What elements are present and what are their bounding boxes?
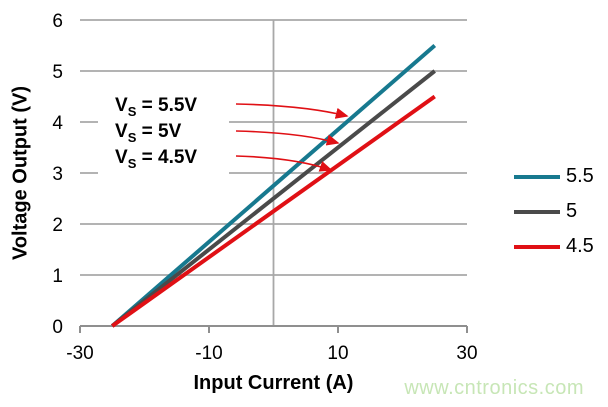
legend-item: 4.5: [514, 235, 594, 258]
legend-item: 5.5: [514, 165, 594, 188]
annotation-label: VS = 5V: [115, 121, 182, 145]
x-tick-label: -30: [66, 343, 93, 364]
annotation-arrow: [235, 103, 349, 119]
y-tick-label: 0: [52, 317, 63, 338]
annotation-arrow: [235, 155, 333, 172]
legend-line-swatch: [514, 209, 560, 214]
x-tick-label: -10: [195, 343, 222, 364]
y-tick-label: 5: [52, 62, 63, 83]
annotation-arrow: [235, 130, 340, 146]
annotation-label: VS = 5.5V: [115, 95, 198, 119]
legend-label: 5: [566, 200, 578, 222]
x-axis-title: Input Current (A): [193, 372, 354, 394]
annotation-label: VS = 4.5V: [115, 147, 198, 171]
legend: 5.5 5 4.5: [514, 165, 594, 258]
y-tick-label: 1: [52, 266, 63, 287]
y-tick-label: 4: [52, 113, 63, 134]
legend-item: 5: [514, 200, 594, 223]
series-line-5.5: [110, 43, 437, 328]
y-axis-title: Voltage Output (V): [9, 85, 32, 261]
legend-line-swatch: [514, 174, 560, 179]
y-tick-label: 3: [52, 164, 63, 185]
x-tick-label: 10: [327, 343, 348, 364]
watermark: www.cntronics.com: [404, 377, 584, 399]
y-tick-label: 6: [52, 11, 63, 32]
y-tick-label: 2: [52, 215, 63, 236]
x-tick-label: 30: [456, 343, 477, 364]
series-line-4.5: [111, 94, 436, 328]
series-line-5: [111, 69, 436, 328]
annotation-labels: VS = 5.5V VS = 5V VS = 4.5V: [98, 93, 229, 177]
legend-line-swatch: [514, 244, 560, 249]
legend-label: 4.5: [566, 235, 594, 257]
legend-label: 5.5: [566, 165, 594, 187]
